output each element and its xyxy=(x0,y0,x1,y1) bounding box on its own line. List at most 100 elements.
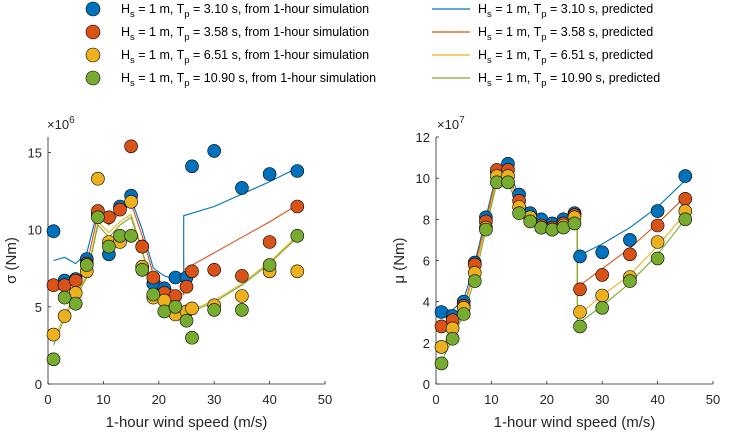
x-tick-label: 20 xyxy=(152,392,166,407)
legend-label: Hs = 1 m, Tp = 6.51 s, predicted xyxy=(478,48,653,66)
data-point xyxy=(46,224,61,238)
data-point xyxy=(207,303,221,317)
data-point xyxy=(124,139,138,154)
data-point xyxy=(124,229,138,243)
sigma-chart: 0 10 20 30 40 50 0 5 10 15 ×106 1-hour wind speed (… xyxy=(3,115,332,431)
data-point xyxy=(567,216,582,231)
data-point xyxy=(678,192,693,206)
y-tick-label: 10 xyxy=(416,171,430,186)
data-point xyxy=(91,210,105,225)
legend-entry: Hs = 1 m, Tp = 3.10 s, predicted xyxy=(432,2,653,20)
legend-label: Hs = 1 m, Tp = 3.58 s, predicted xyxy=(478,25,653,43)
data-point xyxy=(445,331,460,346)
x-tick-label: 40 xyxy=(650,392,664,407)
y-tick-label: 2 xyxy=(423,336,430,351)
data-point xyxy=(80,258,94,272)
y-tick-label: 8 xyxy=(423,212,430,227)
y-tick-label: 0 xyxy=(35,377,42,392)
data-point xyxy=(595,245,610,260)
y-tick-label: 10 xyxy=(28,223,42,238)
data-point xyxy=(57,290,72,305)
legend-label: Hs = 1 m, Tp = 6.51 s, from 1-hour simul… xyxy=(121,48,369,66)
data-point xyxy=(235,303,249,317)
data-point xyxy=(290,229,305,243)
data-point xyxy=(135,239,149,254)
x-tick-label: 50 xyxy=(318,392,332,407)
data-point xyxy=(501,175,515,190)
data-point xyxy=(456,307,471,321)
y-exponent-label: ×106 xyxy=(47,115,75,132)
data-point xyxy=(650,251,665,266)
data-point xyxy=(290,164,305,178)
data-point xyxy=(185,301,199,316)
legend-entry: Hs = 1 m, Tp = 3.58 s, predicted xyxy=(432,25,653,43)
data-point xyxy=(46,327,61,342)
x-tick-label: 10 xyxy=(96,392,110,407)
data-point xyxy=(467,274,482,288)
x-tick-label: 0 xyxy=(432,392,439,407)
legend-entry: Hs = 1 m, Tp = 10.90 s, from 1-hour simu… xyxy=(85,70,376,89)
data-point xyxy=(46,352,61,367)
data-point xyxy=(207,262,221,277)
y-tick-label: 6 xyxy=(423,254,430,269)
data-point xyxy=(434,356,449,371)
data-point xyxy=(68,273,83,288)
data-point xyxy=(595,288,610,303)
data-point xyxy=(678,212,693,227)
y-exponent-label: ×107 xyxy=(437,115,465,132)
y-tick-label: 12 xyxy=(416,130,430,145)
data-point xyxy=(595,300,610,315)
x-axis-label: 1-hour wind speed (m/s) xyxy=(106,414,268,431)
data-point xyxy=(573,282,587,297)
legend-label: Hs = 1 m, Tp = 10.90 s, predicted xyxy=(478,71,660,89)
legend-marker xyxy=(85,47,101,63)
data-point xyxy=(146,287,161,302)
data-point xyxy=(650,218,665,233)
data-point xyxy=(678,169,693,183)
data-point xyxy=(179,313,194,328)
data-point xyxy=(573,249,587,264)
data-point xyxy=(185,330,199,345)
data-point xyxy=(545,222,560,237)
data-point xyxy=(91,171,105,186)
x-tick-label: 30 xyxy=(207,392,221,407)
data-point xyxy=(623,274,637,288)
data-point xyxy=(207,144,221,158)
data-point xyxy=(135,262,149,277)
x-tick-label: 0 xyxy=(44,392,51,407)
data-point xyxy=(290,199,305,214)
legend-entry: Hs = 1 m, Tp = 10.90 s, predicted xyxy=(432,71,660,89)
x-tick-label: 30 xyxy=(595,392,609,407)
data-point xyxy=(573,305,587,319)
data-point xyxy=(595,268,610,282)
data-point xyxy=(124,195,138,209)
data-point xyxy=(57,309,72,323)
data-point xyxy=(623,233,637,247)
legend-marker xyxy=(85,70,101,86)
data-point xyxy=(650,204,665,218)
data-point xyxy=(185,159,199,174)
legend-entry: Hs = 1 m, Tp = 6.51 s, predicted xyxy=(432,48,653,66)
data-point xyxy=(235,289,249,303)
legend-marker xyxy=(85,1,101,17)
data-point xyxy=(479,222,493,237)
data-point xyxy=(168,299,183,314)
data-point xyxy=(523,214,538,229)
legend-entry: Hs = 1 m, Tp = 6.51 s, from 1-hour simul… xyxy=(85,47,369,66)
y-tick-label: 15 xyxy=(28,145,42,160)
data-point xyxy=(512,206,526,220)
data-point xyxy=(235,181,249,195)
data-point xyxy=(290,264,305,279)
data-point xyxy=(262,167,277,181)
x-tick-label: 10 xyxy=(484,392,498,407)
legend-label: Hs = 1 m, Tp = 10.90 s, from 1-hour simu… xyxy=(121,71,376,89)
y-tick-label: 4 xyxy=(423,295,430,310)
data-point xyxy=(573,319,587,334)
legend-marker xyxy=(85,24,101,40)
data-point xyxy=(185,264,199,279)
data-point xyxy=(434,340,449,354)
y-axis-label: σ (Nm) xyxy=(3,237,20,284)
data-point xyxy=(235,269,249,283)
x-tick-label: 40 xyxy=(262,392,276,407)
x-axis-label: 1-hour wind speed (m/s) xyxy=(494,414,656,431)
